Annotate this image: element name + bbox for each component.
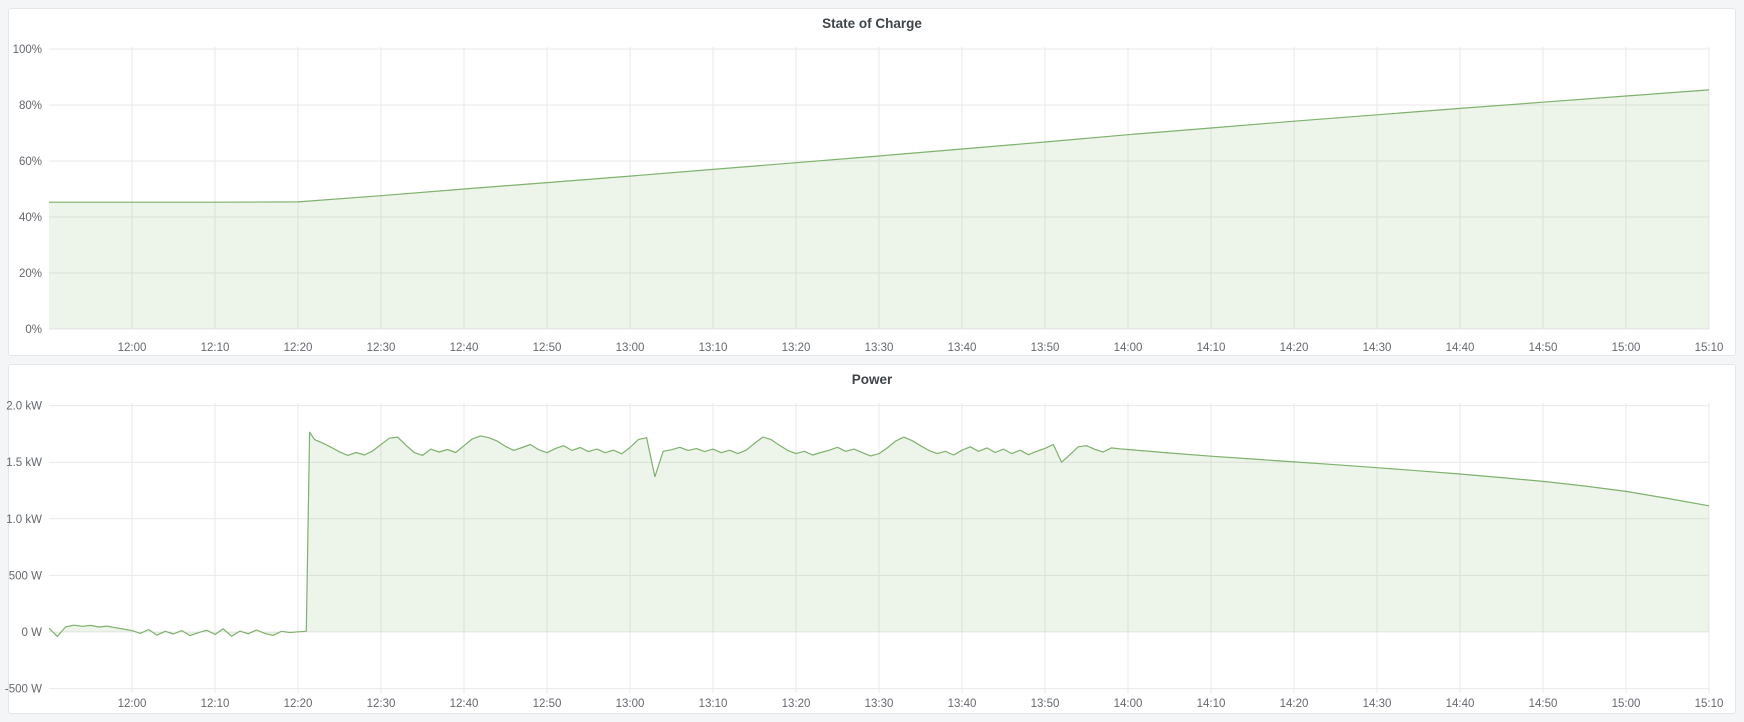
x-axis-tick-label: 14:40 [1446, 698, 1475, 710]
x-axis-tick-label: 12:00 [118, 342, 147, 354]
x-axis-tick-label: 14:10 [1197, 342, 1226, 354]
x-axis-tick-label: 15:10 [1695, 342, 1724, 354]
y-axis-tick-label: 1.5 kW [6, 457, 42, 469]
y-axis-tick-label: 0% [25, 324, 42, 336]
x-axis-tick-label: 14:10 [1197, 698, 1226, 710]
x-axis-tick-label: 14:20 [1280, 342, 1309, 354]
x-axis-tick-label: 12:50 [533, 342, 562, 354]
x-axis-tick-label: 12:30 [367, 342, 396, 354]
y-axis-tick-label: -500 W [5, 684, 42, 696]
x-axis-tick-label: 13:50 [1031, 342, 1060, 354]
x-axis-tick-label: 15:00 [1612, 698, 1641, 710]
y-axis-tick-label: 2.0 kW [6, 401, 42, 413]
x-axis-tick-label: 12:40 [450, 342, 479, 354]
x-axis-tick-label: 13:10 [699, 342, 728, 354]
x-axis-tick-label: 14:50 [1529, 342, 1558, 354]
x-axis-tick-label: 12:20 [284, 698, 313, 710]
series-area [49, 432, 1709, 637]
y-axis-tick-label: 60% [19, 156, 42, 168]
series-line [49, 89, 1710, 203]
x-axis-tick-label: 13:00 [616, 698, 645, 710]
panel-title-state-of-charge[interactable]: State of Charge [822, 16, 922, 31]
x-axis-tick-label: 13:10 [699, 698, 728, 710]
y-axis-tick-label: 1.0 kW [6, 514, 42, 526]
series-line [48, 431, 1710, 638]
y-axis-tick-label: 500 W [9, 570, 42, 582]
x-axis-tick-label: 12:20 [284, 342, 313, 354]
panel-power: Power -500 W 0 W 500 W 1.0 kW 1.5 kW 2.0 kW 12… [5, 364, 1736, 715]
power-chart[interactable]: -500 W 0 W 500 W 1.0 kW 1.5 kW 2.0 kW 12:00 12:… [5, 365, 1735, 715]
x-axis-tick-label: 14:30 [1363, 342, 1392, 354]
x-axis-tick-label: 15:10 [1695, 698, 1724, 710]
x-axis-tick-label: 13:30 [865, 698, 894, 710]
x-axis-tick-label: 12:50 [533, 698, 562, 710]
panel-title-power[interactable]: Power [851, 372, 893, 387]
x-axis-tick-label: 12:40 [450, 698, 479, 710]
x-axis-tick-label: 14:00 [1114, 342, 1143, 354]
y-axis-tick-label: 0 W [22, 627, 43, 639]
series-area [49, 89, 1709, 330]
x-axis-tick-label: 12:10 [201, 342, 230, 354]
state-of-charge-chart[interactable]: 0% 20% 40% 60% 80% 100% 12:00 12:10 12:20 12:30 12… [9, 9, 1735, 357]
x-axis-tick-label: 12:10 [201, 698, 230, 710]
y-axis-tick-label: 80% [19, 100, 42, 112]
x-axis-tick-label: 14:40 [1446, 342, 1475, 354]
x-axis-tick-label: 14:30 [1363, 698, 1392, 710]
x-axis-tick-label: 14:50 [1529, 698, 1558, 710]
y-axis-tick-label: 20% [19, 268, 42, 280]
x-axis-tick-label: 13:40 [948, 698, 977, 710]
x-axis-tick-label: 13:30 [865, 342, 894, 354]
x-axis-tick-label: 12:30 [367, 698, 396, 710]
x-axis-tick-label: 13:00 [616, 342, 645, 354]
x-axis-tick-label: 13:20 [782, 342, 811, 354]
x-axis-tick-label: 13:20 [782, 698, 811, 710]
x-axis-tick-label: 14:00 [1114, 698, 1143, 710]
x-axis-tick-label: 15:00 [1612, 342, 1641, 354]
x-axis-tick-label: 12:00 [118, 698, 147, 710]
y-axis-tick-label: 100% [13, 44, 42, 56]
x-axis-tick-label: 14:20 [1280, 698, 1309, 710]
panel-state-of-charge: State of Charge 0% 20% 40% 60% 80% 100% 12:00 1… [8, 8, 1736, 356]
x-axis-tick-label: 13:40 [948, 342, 977, 354]
y-axis-tick-label: 40% [19, 212, 42, 224]
x-axis-tick-label: 13:50 [1031, 698, 1060, 710]
